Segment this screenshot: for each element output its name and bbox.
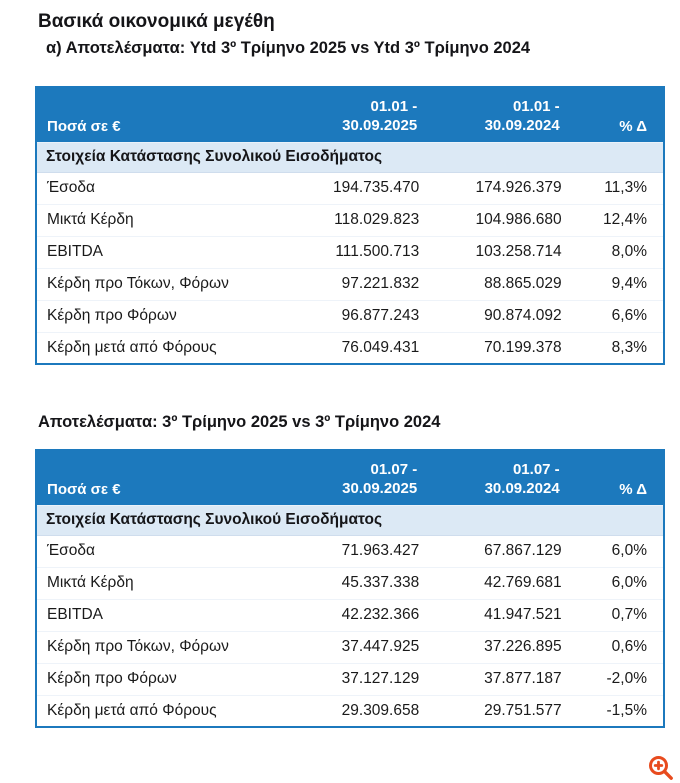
value-delta: 8,3%: [567, 332, 664, 364]
value-2025: 37.127.129: [314, 663, 426, 696]
period-2024-header: 01.07 - 30.09.2024: [425, 450, 568, 506]
row-label: Μικτά Κέρδη: [36, 567, 315, 600]
value-2025: 29.309.658: [314, 695, 426, 727]
row-label: EBITDA: [36, 599, 315, 632]
value-2024: 37.226.895: [425, 631, 568, 664]
value-delta: 6,0%: [567, 535, 664, 568]
table-row: Έσοδα 194.735.470 174.926.379 11,3%: [36, 172, 664, 205]
statement-subheader-label: Στοιχεία Κατάστασης Συνολικού Εισοδήματο…: [36, 505, 664, 536]
percent-delta-header: % Δ: [567, 87, 664, 143]
row-label: Κέρδη μετά από Φόρους: [36, 695, 315, 727]
period-2024-header: 01.01 - 30.09.2024: [425, 87, 568, 143]
table-row: Έσοδα 71.963.427 67.867.129 6,0%: [36, 535, 664, 568]
value-delta: 6,0%: [567, 567, 664, 600]
amounts-in-eur-header: Ποσά σε €: [36, 87, 315, 143]
value-2025: 118.029.823: [314, 204, 426, 237]
value-delta: 6,6%: [567, 300, 664, 333]
period-2024-end: 30.09.2024: [484, 479, 560, 497]
value-2024: 103.258.714: [425, 236, 568, 269]
value-2024: 90.874.092: [425, 300, 568, 333]
value-2024: 104.986.680: [425, 204, 568, 237]
value-delta: 0,6%: [567, 631, 664, 664]
row-label: Κέρδη προ Τόκων, Φόρων: [36, 631, 315, 664]
table-row: Κέρδη προ Φόρων 96.877.243 90.874.092 6,…: [36, 300, 664, 333]
amounts-in-eur-header: Ποσά σε €: [36, 450, 315, 506]
value-2025: 194.735.470: [314, 172, 426, 205]
value-delta: -2,0%: [567, 663, 664, 696]
value-2024: 37.877.187: [425, 663, 568, 696]
table-row: Μικτά Κέρδη 118.029.823 104.986.680 12,4…: [36, 204, 664, 237]
table-row: Κέρδη προ Τόκων, Φόρων 97.221.832 88.865…: [36, 268, 664, 301]
table-header-row: Ποσά σε € 01.07 - 30.09.2025 01.07 - 30.…: [36, 450, 664, 506]
table-row: EBITDA 111.500.713 103.258.714 8,0%: [36, 236, 664, 269]
value-2025: 42.232.366: [314, 599, 426, 632]
zoom-in-icon[interactable]: [647, 754, 675, 782]
table-row: Μικτά Κέρδη 45.337.338 42.769.681 6,0%: [36, 567, 664, 600]
statement-subheader-label: Στοιχεία Κατάστασης Συνολικού Εισοδήματο…: [36, 142, 664, 173]
value-2025: 96.877.243: [314, 300, 426, 333]
period-2024-end: 30.09.2024: [484, 116, 560, 134]
period-2025-header: 01.01 - 30.09.2025: [314, 87, 426, 143]
row-label: Κέρδη προ Τόκων, Φόρων: [36, 268, 315, 301]
table-row: Κέρδη μετά από Φόρους 29.309.658 29.751.…: [36, 695, 664, 727]
value-delta: 8,0%: [567, 236, 664, 269]
value-2024: 29.751.577: [425, 695, 568, 727]
row-label: Κέρδη προ Φόρων: [36, 663, 315, 696]
value-2024: 67.867.129: [425, 535, 568, 568]
statement-subheader-row: Στοιχεία Κατάστασης Συνολικού Εισοδήματο…: [36, 505, 664, 536]
row-label: EBITDA: [36, 236, 315, 269]
table-row: Κέρδη προ Τόκων, Φόρων 37.447.925 37.226…: [36, 631, 664, 664]
page-title: Βασικά οικονομικά μεγέθη: [38, 11, 275, 32]
period-2024-start: 01.01 -: [512, 97, 560, 115]
row-label: Κέρδη προ Φόρων: [36, 300, 315, 333]
value-2025: 76.049.431: [314, 332, 426, 364]
value-delta: -1,5%: [567, 695, 664, 727]
value-delta: 0,7%: [567, 599, 664, 632]
table-row: Κέρδη προ Φόρων 37.127.129 37.877.187 -2…: [36, 663, 664, 696]
value-2024: 70.199.378: [425, 332, 568, 364]
value-delta: 9,4%: [567, 268, 664, 301]
table-row: EBITDA 42.232.366 41.947.521 0,7%: [36, 599, 664, 632]
row-label: Έσοδα: [36, 172, 315, 205]
period-2025-start: 01.07 -: [370, 460, 418, 478]
table-header-row: Ποσά σε € 01.01 - 30.09.2025 01.01 - 30.…: [36, 87, 664, 143]
period-2025-header: 01.07 - 30.09.2025: [314, 450, 426, 506]
table-row: Κέρδη μετά από Φόρους 76.049.431 70.199.…: [36, 332, 664, 364]
value-delta: 12,4%: [567, 204, 664, 237]
value-2024: 42.769.681: [425, 567, 568, 600]
value-2024: 41.947.521: [425, 599, 568, 632]
period-2024-start: 01.07 -: [512, 460, 560, 478]
statement-subheader-row: Στοιχεία Κατάστασης Συνολικού Εισοδήματο…: [36, 142, 664, 173]
value-2025: 71.963.427: [314, 535, 426, 568]
section-a-title: α) Αποτελέσματα: Ytd 3º Τρίμηνο 2025 vs …: [46, 39, 531, 57]
row-label: Έσοδα: [36, 535, 315, 568]
value-2025: 111.500.713: [314, 236, 426, 269]
value-2024: 174.926.379: [425, 172, 568, 205]
magnifier-plus-glyph: [649, 756, 673, 780]
period-2025-start: 01.01 -: [370, 97, 418, 115]
ytd-results-table: Ποσά σε € 01.01 - 30.09.2025 01.01 - 30.…: [35, 86, 665, 365]
section-b-title: Αποτελέσματα: 3º Τρίμηνο 2025 vs 3º Τρίμ…: [38, 413, 441, 431]
value-2024: 88.865.029: [425, 268, 568, 301]
percent-delta-header: % Δ: [567, 450, 664, 506]
row-label: Κέρδη μετά από Φόρους: [36, 332, 315, 364]
value-2025: 45.337.338: [314, 567, 426, 600]
quarter-results-table: Ποσά σε € 01.07 - 30.09.2025 01.07 - 30.…: [35, 449, 665, 728]
period-2025-end: 30.09.2025: [342, 116, 418, 134]
value-2025: 97.221.832: [314, 268, 426, 301]
row-label: Μικτά Κέρδη: [36, 204, 315, 237]
value-delta: 11,3%: [567, 172, 664, 205]
value-2025: 37.447.925: [314, 631, 426, 664]
period-2025-end: 30.09.2025: [342, 479, 418, 497]
